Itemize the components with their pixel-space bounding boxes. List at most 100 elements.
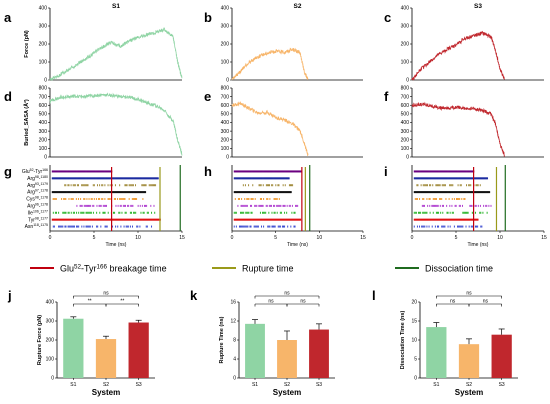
contact-mark [133,211,135,214]
contact-mark [119,211,121,214]
contact-mark [137,225,139,228]
contact-mark [451,170,454,173]
contact-mark [297,204,299,207]
contact-mark [464,177,466,180]
contact-mark [445,191,447,194]
contact-mark [278,225,280,228]
panel-label: k [190,288,198,303]
contact-mark [464,170,466,173]
contact-mark [426,225,428,228]
contact-mark [94,218,96,221]
contact-mark [273,204,275,207]
contact-mark [233,177,236,180]
y-tick-label: 12 [230,319,236,325]
contact-mark [236,218,239,221]
x-tick-label: 15 [360,235,366,241]
contact-mark [462,211,464,214]
contact-mark [69,170,72,173]
contact-mark [257,191,260,194]
contact-mark [244,184,246,187]
contact-mark [429,170,431,173]
contact-mark [274,218,277,221]
contact-mark [264,211,266,214]
contact-mark [413,177,416,180]
contact-mark [80,204,82,207]
contact-mark [109,170,112,173]
contact-mark [274,191,277,194]
contact-mark [122,218,124,221]
contact-mark [271,218,273,221]
y-tick-label: 200 [221,137,230,143]
contact-mark [97,170,99,173]
contact-mark [91,177,94,180]
residue-label: Asn118-1175 [25,223,48,230]
contact-mark [413,225,415,228]
contact-mark [295,170,297,173]
contact-mark [90,191,93,194]
y-tick-label: 400 [401,120,410,126]
contact-mark [131,204,133,207]
contact-mark [154,218,156,221]
contact-mark [445,218,447,221]
contact-mark [296,170,299,173]
panel-label: e [204,89,211,104]
contact-mark [55,191,58,194]
contact-mark [90,211,92,214]
contact-mark [462,218,464,221]
contact-mark [479,177,481,180]
contact-mark [93,204,95,207]
contact-mark [465,191,467,194]
contact-mark [238,225,240,228]
contact-mark [81,177,83,180]
contact-mark [287,218,289,221]
contact-mark [84,184,86,187]
contact-mark [479,184,481,187]
contact-mark [242,218,244,221]
contact-mark [238,177,241,180]
x-tick-label: 0 [49,235,52,241]
contact-mark [242,211,244,214]
contact-mark [288,184,290,187]
y-tick-label: 20 [411,300,417,306]
contact-mark [73,225,75,228]
contact-mark [97,177,99,180]
contact-mark [280,204,282,207]
contact-mark [83,198,85,200]
contact-mark [416,225,418,228]
contact-mark [283,218,285,221]
contact-mark [259,191,262,194]
y-tick-label: 300 [39,129,48,135]
contact-mark [65,170,67,173]
contact-mark [55,211,57,214]
panel-label: b [204,10,212,25]
x-tick-label: 10 [135,235,141,241]
contact-mark [134,177,136,180]
contact-mark [467,170,470,173]
contact-mark [469,184,471,187]
contact-mark [265,211,267,214]
contact-mark [136,218,138,221]
contact-mark [243,225,245,228]
contact-mark [237,198,239,200]
contact-mark [91,218,94,221]
contact-mark [293,211,295,214]
contact-mark [57,218,59,221]
contact-mark [455,204,457,207]
contact-mark [268,225,270,228]
contact-mark [477,218,479,221]
contact-mark [98,177,100,180]
contact-mark [420,177,422,180]
contact-mark [103,204,105,207]
contact-mark [444,170,446,173]
contact-mark [141,204,143,207]
contact-mark [427,170,429,173]
contact-mark [135,184,137,187]
contact-mark [281,177,284,180]
contact-mark [135,191,137,194]
contact-mark [60,191,62,194]
y-tick-label: 10 [411,338,417,344]
y-tick-label: 100 [39,60,48,66]
x-axis-label: System [455,388,483,397]
contact-mark [428,191,430,194]
contact-mark [74,218,77,221]
